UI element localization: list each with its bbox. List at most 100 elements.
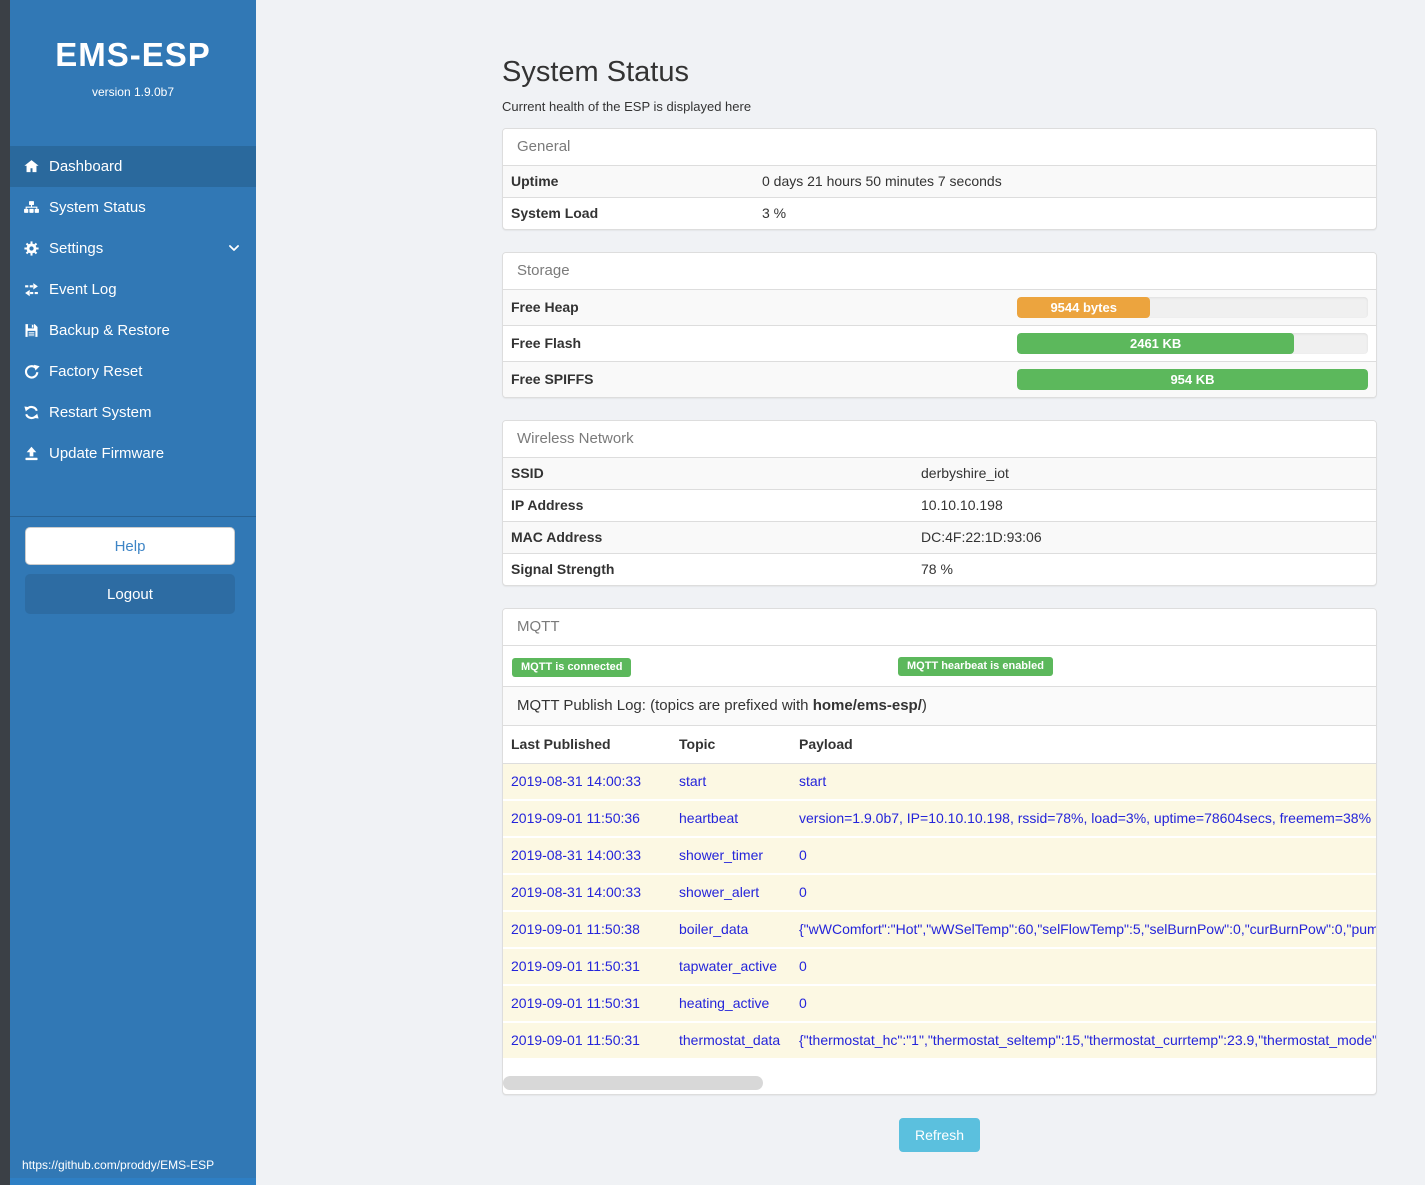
mqtt-connected-badge: MQTT is connected	[512, 658, 632, 678]
table-row: 2019-08-31 14:00:33 shower_alert 0	[503, 873, 1376, 912]
log-payload: {"wWComfort":"Hot","wWSelTemp":60,"selFl…	[791, 910, 1376, 949]
rotate-right-icon	[22, 363, 40, 381]
table-row: 2019-09-01 11:50:38 boiler_data {"wWComf…	[503, 910, 1376, 949]
field-label: MAC Address	[503, 521, 913, 554]
log-topic: heating_active	[671, 984, 791, 1023]
mqtt-heartbeat-badge: MQTT hearbeat is enabled	[898, 657, 1053, 677]
wireless-heading: Wireless Network	[503, 421, 1376, 459]
scrollbar-thumb[interactable]	[503, 1076, 763, 1091]
sidebar-item-label: Backup & Restore	[49, 322, 170, 339]
log-payload: start	[791, 763, 1376, 801]
sidebar-item-label: Settings	[49, 240, 104, 257]
sidebar-item-label: Factory Reset	[49, 363, 143, 380]
main-content: System Status Current health of the ESP …	[256, 0, 1425, 1185]
table-row: 2019-08-31 14:00:33 shower_timer 0	[503, 836, 1376, 875]
sidebar-item-label: Restart System	[49, 404, 152, 421]
gear-icon	[22, 240, 40, 258]
log-time: 2019-08-31 14:00:33	[503, 873, 671, 912]
field-label: Free Heap	[503, 290, 1009, 326]
table-row: Signal Strength 78 %	[503, 553, 1376, 586]
general-panel: General Uptime 0 days 21 hours 50 minute…	[502, 128, 1377, 231]
help-button[interactable]: Help	[25, 527, 235, 565]
wireless-table: SSID derbyshire_iot IP Address 10.10.10.…	[503, 458, 1376, 586]
table-row: Free Flash 2461 KB	[503, 325, 1376, 362]
sidebar-item-factory-reset[interactable]: Factory Reset	[10, 351, 256, 392]
progress-bar-free-heap: 9544 bytes	[1017, 297, 1368, 319]
table-row: 2019-09-01 11:50:31 tapwater_active 0	[503, 947, 1376, 986]
log-time: 2019-08-31 14:00:33	[503, 763, 671, 801]
sidebar: EMS-ESP version 1.9.0b7 Dashboard System…	[0, 0, 256, 1185]
sidebar-item-label: Dashboard	[49, 158, 123, 175]
app-version: version 1.9.0b7	[91, 85, 175, 99]
upload-icon	[22, 445, 40, 463]
mqtt-panel: MQTT MQTT is connected MQTT hearbeat is …	[502, 608, 1377, 1096]
field-value: DC:4F:22:1D:93:06	[913, 521, 1376, 554]
mqtt-heading: MQTT	[503, 609, 1376, 647]
save-icon	[22, 322, 40, 340]
field-label: IP Address	[503, 489, 913, 522]
storage-table: Free Heap 9544 bytes Free Flash 2461 KB …	[503, 290, 1376, 398]
column-header: Last Published	[503, 726, 671, 765]
column-header: Payload	[791, 726, 1376, 765]
log-topic: start	[671, 763, 791, 801]
page-subtitle: Current health of the ESP is displayed h…	[502, 99, 752, 115]
table-row: 2019-09-01 11:50:31 thermostat_data {"th…	[503, 1021, 1376, 1059]
sidebar-item-backup-restore[interactable]: Backup & Restore	[10, 310, 256, 351]
sidebar-item-label: Event Log	[49, 281, 117, 298]
log-time: 2019-09-01 11:50:31	[503, 947, 671, 986]
log-payload: version=1.9.0b7, IP=10.10.10.198, rssid=…	[791, 799, 1376, 838]
sidebar-item-label: System Status	[49, 199, 146, 216]
sidebar-edge	[0, 0, 10, 1185]
column-header: Topic	[671, 726, 791, 765]
sidebar-item-update-firmware[interactable]: Update Firmware	[10, 433, 256, 474]
progress-bar-fill: 954 KB	[1017, 369, 1368, 391]
refresh-button[interactable]: Refresh	[898, 1118, 981, 1153]
log-payload: 0	[791, 984, 1376, 1023]
wireless-panel: Wireless Network SSID derbyshire_iot IP …	[502, 420, 1377, 587]
log-topic: thermostat_data	[671, 1021, 791, 1059]
table-row: System Load 3 %	[503, 197, 1376, 230]
table-row: MAC Address DC:4F:22:1D:93:06	[503, 521, 1376, 554]
progress-bar-fill: 9544 bytes	[1017, 297, 1151, 319]
storage-heading: Storage	[503, 253, 1376, 291]
log-payload: {"thermostat_hc":"1","thermostat_seltemp…	[791, 1021, 1376, 1059]
log-topic: shower_timer	[671, 836, 791, 875]
field-label: Signal Strength	[503, 553, 913, 586]
publish-log-topic-prefix: home/ems-esp/	[812, 697, 922, 715]
field-label: Uptime	[503, 166, 754, 198]
horizontal-scrollbar[interactable]	[503, 1076, 1376, 1091]
sidebar-item-event-log[interactable]: Event Log	[10, 269, 256, 310]
sidebar-item-system-status[interactable]: System Status	[10, 187, 256, 228]
sync-icon	[22, 404, 40, 422]
field-label: SSID	[503, 458, 913, 490]
sidebar-item-settings[interactable]: Settings	[10, 228, 256, 269]
log-payload: 0	[791, 836, 1376, 875]
log-topic: heartbeat	[671, 799, 791, 838]
field-label: Free Flash	[503, 325, 1009, 362]
progress-bar-free-spiffs: 954 KB	[1017, 369, 1368, 391]
storage-panel: Storage Free Heap 9544 bytes Free Flash …	[502, 252, 1377, 399]
mqtt-log-table: Last Published Topic Payload 2019-08-31 …	[503, 726, 1376, 1059]
sidebar-divider	[10, 516, 256, 517]
logout-button[interactable]: Logout	[25, 574, 235, 614]
table-row: 2019-08-31 14:00:33 start start	[503, 763, 1376, 801]
general-heading: General	[503, 129, 1376, 167]
home-icon	[22, 158, 40, 176]
table-header-row: Last Published Topic Payload	[503, 726, 1376, 765]
mqtt-publish-log-caption: MQTT Publish Log: (topics are prefixed w…	[503, 687, 1376, 727]
log-time: 2019-09-01 11:50:31	[503, 1021, 671, 1059]
publish-log-text: )	[921, 697, 927, 715]
log-time: 2019-09-01 11:50:36	[503, 799, 671, 838]
log-time: 2019-09-01 11:50:31	[503, 984, 671, 1023]
publish-log-text: MQTT Publish Log: (topics are prefixed w…	[517, 697, 813, 715]
log-payload: 0	[791, 873, 1376, 912]
sitemap-icon	[22, 199, 40, 217]
sidebar-item-restart-system[interactable]: Restart System	[10, 392, 256, 433]
table-row: Uptime 0 days 21 hours 50 minutes 7 seco…	[503, 166, 1376, 198]
progress-bar-free-flash: 2461 KB	[1017, 333, 1368, 355]
log-time: 2019-08-31 14:00:33	[503, 836, 671, 875]
progress-bar-fill: 2461 KB	[1017, 333, 1295, 355]
github-link[interactable]: https://github.com/proddy/EMS-ESP	[22, 1158, 215, 1172]
log-topic: boiler_data	[671, 910, 791, 949]
sidebar-item-dashboard[interactable]: Dashboard	[10, 146, 256, 187]
